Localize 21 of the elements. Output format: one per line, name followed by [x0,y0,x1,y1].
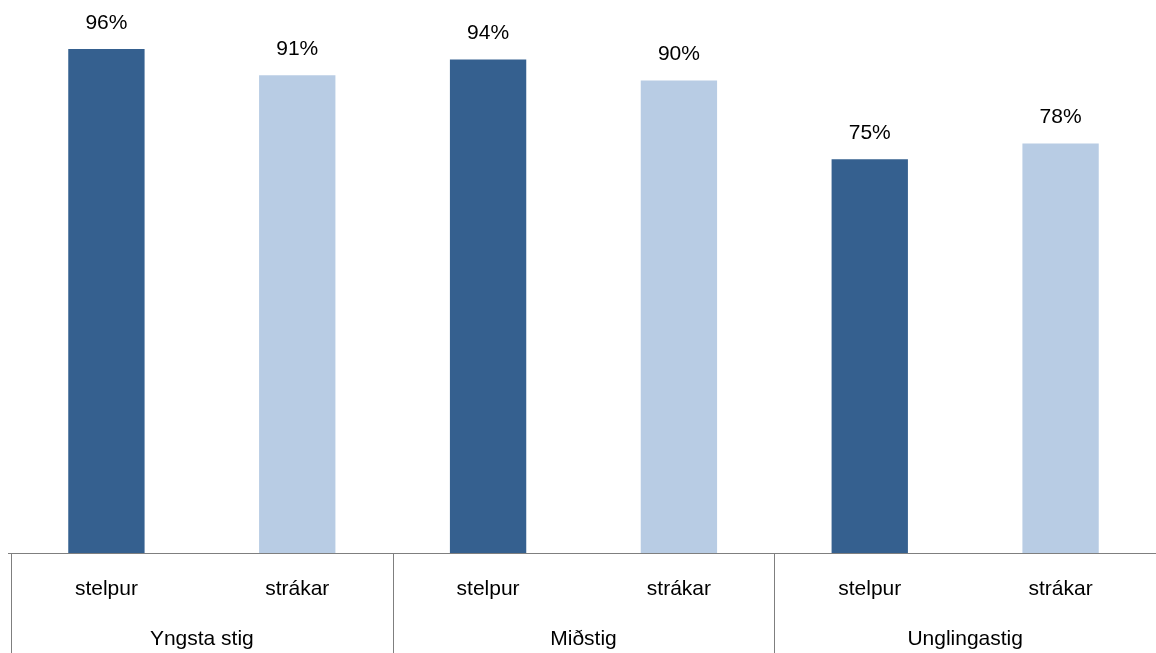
bar [259,75,336,553]
data-label: 94% [467,20,510,44]
bar [449,59,527,553]
text: strákar [1028,575,1093,599]
series-label: strákar [265,575,330,599]
bar [68,49,145,553]
text: stelpur [838,575,902,599]
text: strákar [646,575,712,599]
x-tick-label: Yngsta stig [149,625,254,649]
x-tick-label: Miðstig [550,625,617,649]
data-label: 78% [1039,104,1082,128]
data-label: 75% [848,120,891,144]
bar [1022,143,1099,553]
bar [640,80,718,553]
data-label: 96% [85,9,128,33]
data-label: 91% [276,36,319,60]
x-tick-label: Unglingastig [907,625,1023,649]
text: stelpur [456,575,520,599]
data-label: 90% [657,41,700,65]
bar [831,159,908,553]
series-label: stelpur [74,575,138,599]
